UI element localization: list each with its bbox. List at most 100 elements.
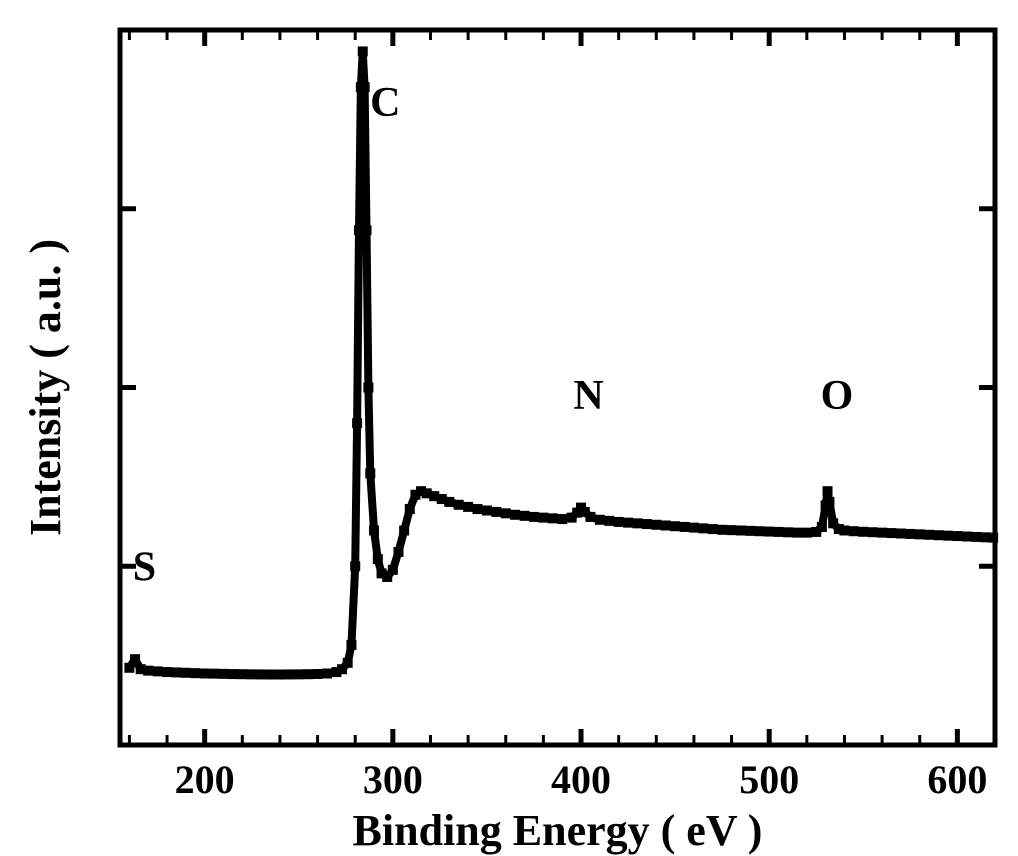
data-marker — [153, 666, 163, 676]
data-marker — [774, 527, 784, 537]
data-marker — [373, 554, 383, 564]
data-marker — [294, 669, 304, 679]
data-marker — [614, 517, 624, 527]
data-marker — [670, 521, 680, 531]
data-marker — [247, 669, 257, 679]
data-marker — [764, 527, 774, 537]
data-marker — [802, 528, 812, 538]
data-marker — [399, 526, 409, 536]
data-marker — [623, 518, 633, 528]
x-tick-label: 500 — [739, 757, 799, 802]
data-marker — [463, 502, 473, 512]
x-tick-label: 600 — [927, 757, 987, 802]
data-marker — [360, 82, 370, 92]
data-marker — [491, 507, 501, 517]
data-marker — [585, 512, 595, 522]
data-marker — [689, 523, 699, 533]
data-marker — [228, 669, 238, 679]
data-marker — [651, 520, 661, 530]
xps-chart: 200300400500600SCNOBinding Energy ( eV )… — [0, 0, 1018, 856]
data-marker — [266, 670, 276, 680]
data-marker — [350, 561, 360, 571]
data-marker — [538, 513, 548, 523]
data-marker — [405, 504, 415, 514]
data-marker — [934, 530, 944, 540]
data-marker — [482, 505, 492, 515]
data-marker — [783, 527, 793, 537]
data-marker — [365, 468, 375, 478]
data-marker — [275, 670, 285, 680]
peak-label-n: N — [573, 373, 603, 419]
data-marker — [817, 522, 827, 532]
data-marker — [824, 497, 834, 507]
data-marker — [823, 486, 833, 496]
data-marker — [124, 663, 134, 673]
data-marker — [303, 669, 313, 679]
data-marker — [868, 527, 878, 537]
data-marker — [209, 669, 219, 679]
data-marker — [717, 525, 727, 535]
data-marker — [362, 225, 372, 235]
data-marker — [200, 669, 210, 679]
data-marker — [510, 510, 520, 520]
data-marker — [473, 504, 483, 514]
data-marker — [971, 532, 981, 542]
data-marker — [887, 528, 897, 538]
data-marker — [313, 669, 323, 679]
data-marker — [849, 526, 859, 536]
data-marker — [548, 513, 558, 523]
data-marker — [877, 528, 887, 538]
data-marker — [388, 565, 398, 575]
peak-label-c: C — [370, 80, 400, 126]
x-tick-label: 200 — [175, 757, 235, 802]
data-marker — [595, 515, 605, 525]
data-marker — [905, 529, 915, 539]
x-tick-label: 400 — [551, 757, 611, 802]
data-marker — [171, 667, 181, 677]
data-marker — [363, 383, 373, 393]
data-marker — [237, 669, 247, 679]
data-marker — [520, 511, 530, 521]
data-marker — [358, 46, 368, 56]
data-marker — [792, 528, 802, 538]
data-marker — [604, 516, 614, 526]
data-marker — [501, 508, 511, 518]
data-marker — [393, 547, 403, 557]
data-marker — [661, 520, 671, 530]
y-axis-label: Intensity ( a.u. ) — [21, 239, 70, 536]
data-marker — [256, 669, 266, 679]
data-marker — [858, 527, 868, 537]
data-marker — [727, 525, 737, 535]
data-marker — [181, 668, 191, 678]
data-marker — [988, 533, 998, 543]
data-marker — [632, 518, 642, 528]
x-axis-label: Binding Energy ( eV ) — [353, 806, 763, 855]
data-marker — [454, 500, 464, 510]
data-marker — [680, 522, 690, 532]
peak-label-o: O — [821, 373, 854, 419]
data-marker — [943, 531, 953, 541]
data-marker — [698, 523, 708, 533]
data-marker — [896, 529, 906, 539]
data-marker — [444, 497, 454, 507]
data-marker — [736, 526, 746, 536]
data-marker — [962, 532, 972, 542]
chart-svg: 200300400500600SCNOBinding Energy ( eV )… — [0, 0, 1018, 856]
data-marker — [839, 526, 849, 536]
data-marker — [284, 669, 294, 679]
data-marker — [529, 512, 539, 522]
data-marker — [322, 669, 332, 679]
data-marker — [915, 529, 925, 539]
data-marker — [343, 658, 353, 668]
data-marker — [745, 526, 755, 536]
data-marker — [755, 526, 765, 536]
data-marker — [708, 524, 718, 534]
data-marker — [352, 418, 362, 428]
data-marker — [369, 526, 379, 536]
data-marker — [642, 519, 652, 529]
data-marker — [162, 667, 172, 677]
data-marker — [218, 669, 228, 679]
data-marker — [924, 530, 934, 540]
data-marker — [143, 666, 153, 676]
data-marker — [346, 640, 356, 650]
